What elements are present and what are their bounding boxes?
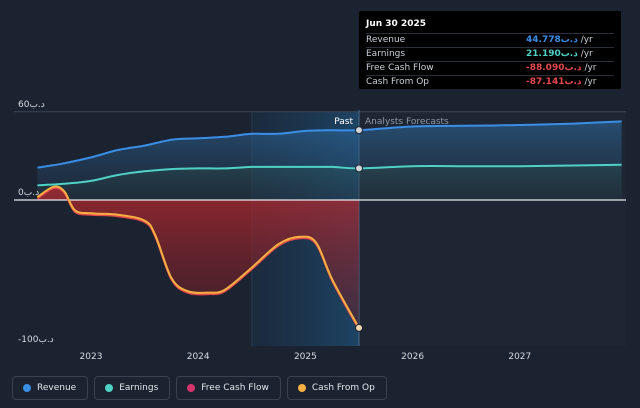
- forecast-label: Analysts Forecasts: [365, 117, 449, 127]
- revenue-line: [37, 120, 622, 169]
- legend-item-cash-from-op[interactable]: Cash From Op: [286, 376, 387, 400]
- tooltip-unit: /yr: [580, 35, 593, 45]
- tooltip-value: 21.190: [526, 49, 561, 59]
- tooltip-label: Cash From Op: [366, 77, 430, 87]
- earnings-line: [37, 163, 622, 187]
- tooltip-date: Jun 30 2025: [366, 19, 427, 29]
- y-tick-label: 60د.ب: [18, 100, 45, 110]
- legend-label: Cash From Op: [311, 383, 375, 393]
- legend-item-revenue[interactable]: Revenue: [12, 376, 89, 400]
- x-tick-label: 2025: [294, 352, 317, 362]
- legend: Revenue Earnings Free Cash Flow Cash Fro…: [12, 376, 387, 400]
- legend-label: Revenue: [37, 383, 77, 393]
- tooltip-currency: د.ب: [560, 49, 578, 59]
- tooltip-unit: /yr: [580, 49, 593, 59]
- tooltip-label: Earnings: [366, 49, 406, 59]
- tooltip: Jun 30 2025 Revenue 44.778د.ب /yr Earnin…: [359, 11, 621, 89]
- tooltip-value: 44.778: [526, 35, 561, 45]
- tooltip-unit: /yr: [584, 77, 597, 87]
- cash-from-op-line: [36, 185, 360, 329]
- legend-dot-icon: [297, 384, 306, 392]
- x-tick-label: 2024: [187, 352, 210, 362]
- legend-label: Earnings: [119, 383, 159, 393]
- tooltip-label: Revenue: [366, 35, 406, 45]
- tooltip-currency: د.ب: [560, 35, 578, 45]
- revenue-area: [37, 121, 622, 186]
- earnings-area: [37, 164, 622, 200]
- tooltip-row-revenue: Revenue 44.778د.ب /yr: [366, 33, 614, 47]
- revenue-marker: [355, 126, 363, 135]
- tooltip-value: -87.141: [526, 77, 565, 87]
- legend-dot-icon: [105, 384, 114, 392]
- y-tick-label: 0د.ب: [18, 188, 39, 198]
- tooltip-currency: د.ب: [564, 63, 582, 73]
- tooltip-label: Free Cash Flow: [366, 63, 434, 73]
- free-cash-flow-area: [37, 187, 360, 330]
- x-tick-label: 2023: [80, 352, 103, 362]
- tooltip-currency: د.ب: [564, 77, 582, 87]
- tooltip-row-earnings: Earnings 21.190د.ب /yr: [366, 47, 614, 61]
- legend-label: Free Cash Flow: [201, 383, 269, 393]
- tooltip-row-free-cash-flow: Free Cash Flow -88.090د.ب /yr: [366, 61, 614, 75]
- x-tick-label: 2026: [401, 352, 424, 362]
- earnings-marker: [355, 164, 363, 173]
- tooltip-unit: /yr: [584, 63, 597, 73]
- cash-from-op-marker: [355, 323, 363, 332]
- past-label: Past: [334, 117, 353, 127]
- tooltip-row-cash-from-op: Cash From Op -87.141د.ب /yr: [366, 75, 614, 89]
- legend-dot-icon: [187, 384, 196, 392]
- legend-item-earnings[interactable]: Earnings: [94, 376, 171, 400]
- x-tick-label: 2027: [508, 352, 531, 362]
- tooltip-value: -88.090: [526, 63, 565, 73]
- legend-dot-icon: [23, 384, 31, 392]
- y-tick-label: -100د.ب: [18, 335, 54, 345]
- legend-item-free-cash-flow[interactable]: Free Cash Flow: [176, 376, 281, 400]
